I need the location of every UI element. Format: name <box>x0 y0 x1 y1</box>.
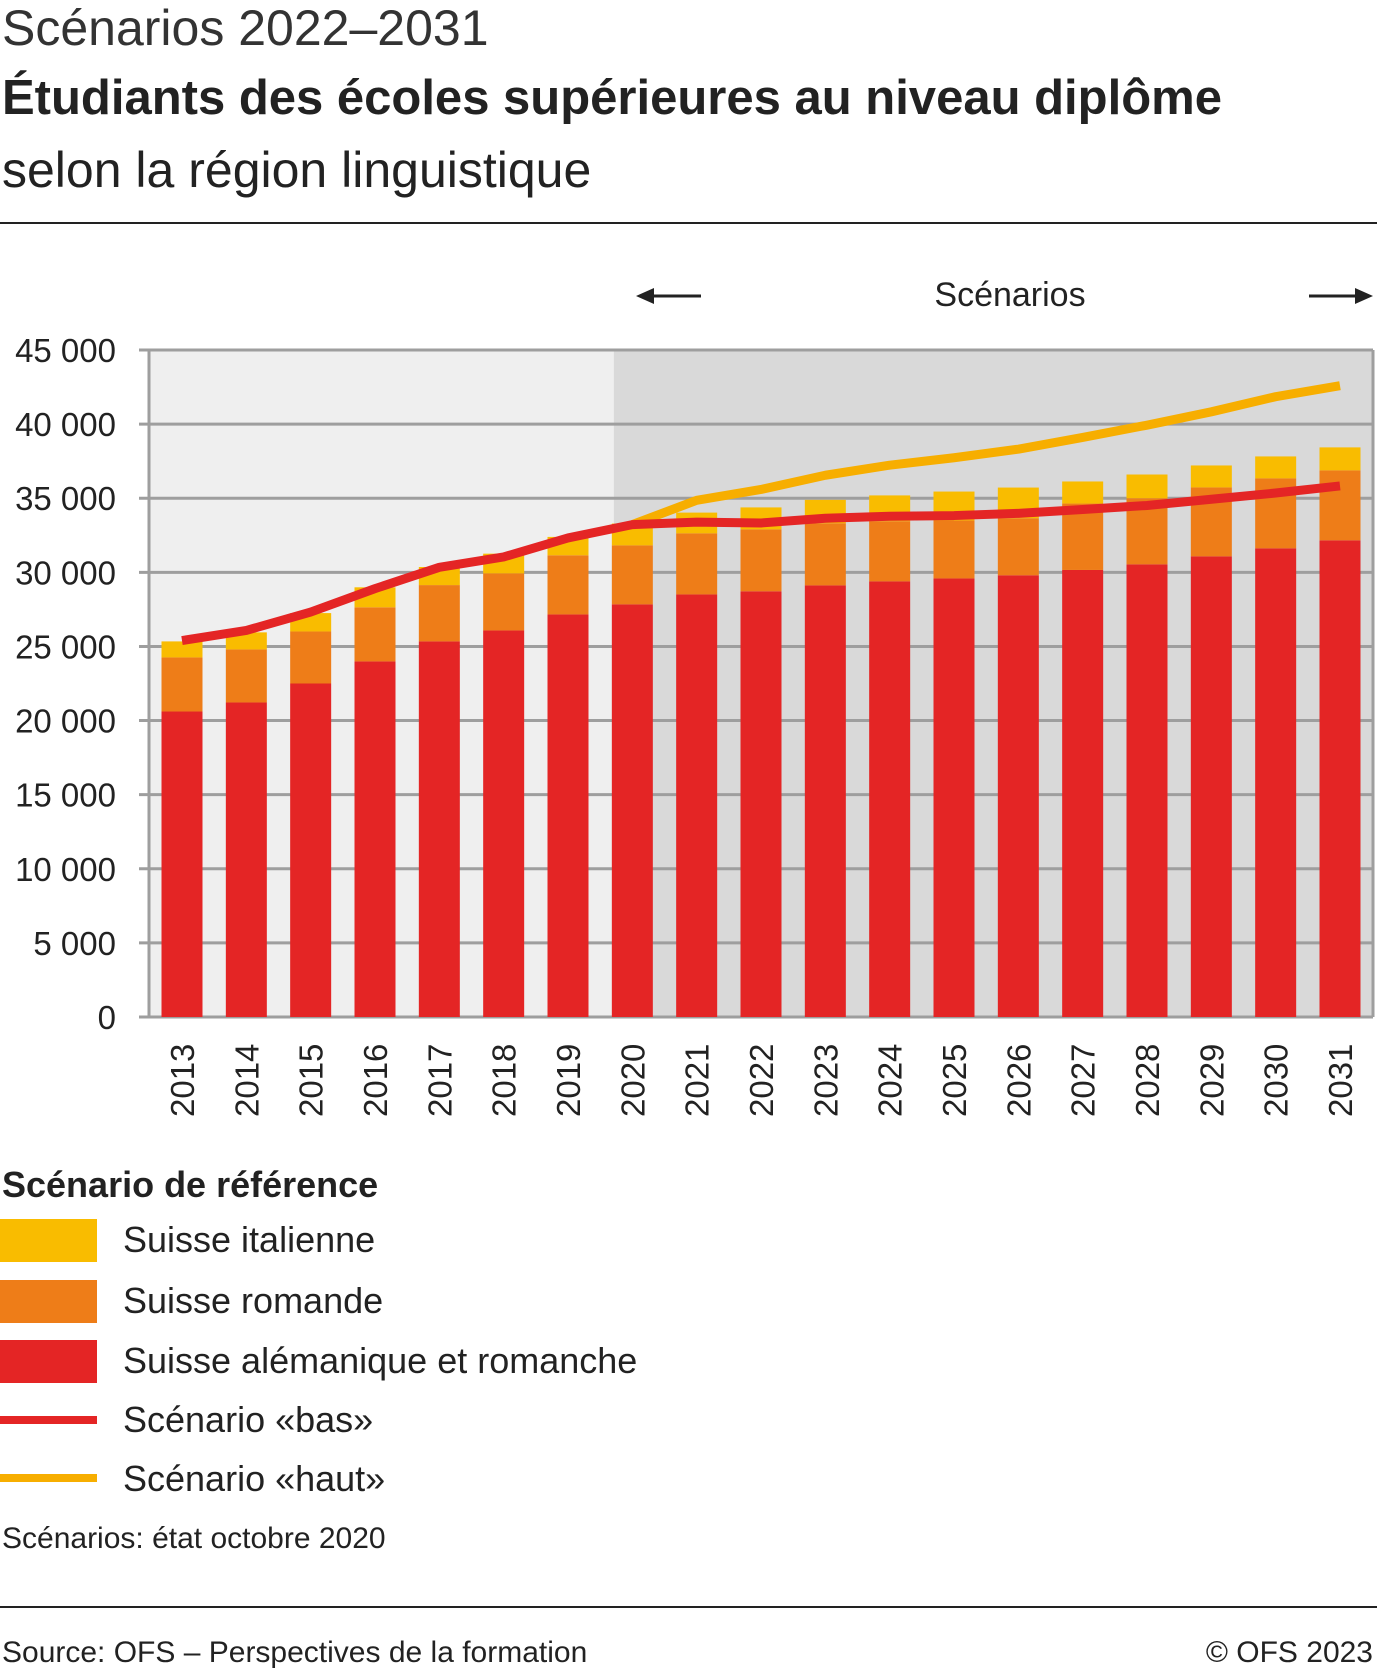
x-tick-label: 2017 <box>421 1044 458 1117</box>
bar-2015 <box>290 683 332 1017</box>
x-tick-label: 2030 <box>1258 1044 1295 1117</box>
legend-label: Scénario «bas» <box>123 1399 374 1440</box>
scenario-label: Scénarios <box>934 276 1085 314</box>
x-tick-label: 2022 <box>743 1044 780 1117</box>
y-tick-label: 30 000 <box>15 554 116 591</box>
bar-2020 <box>611 545 653 605</box>
legend-title: Scénario de référence <box>2 1164 379 1205</box>
bar-2014 <box>225 702 267 1017</box>
x-tick-label: 2020 <box>614 1044 651 1117</box>
legend-label: Suisse romande <box>123 1280 384 1321</box>
x-tick-label: 2018 <box>486 1044 523 1117</box>
legend-swatch-italienne <box>0 1219 97 1262</box>
bar-2025 <box>933 520 975 579</box>
bar-2016 <box>354 607 396 662</box>
x-tick-label: 2023 <box>807 1044 844 1117</box>
bar-2018 <box>483 573 525 631</box>
y-tick-label: 10 000 <box>15 851 116 888</box>
legend-label: Suisse italienne <box>123 1219 376 1260</box>
bar-2028 <box>1126 564 1168 1017</box>
x-tick-label: 2016 <box>357 1044 394 1117</box>
bar-2024 <box>869 581 911 1017</box>
scenario-note: Scénarios: état octobre 2020 <box>2 1522 386 1555</box>
x-tick-label: 2021 <box>679 1044 716 1117</box>
bar-2019 <box>547 614 589 1017</box>
chart-kicker: Scénarios 2022–2031 <box>2 0 489 56</box>
x-tick-label: 2013 <box>164 1044 201 1117</box>
line-Scénario «haut» <box>630 381 1341 529</box>
source-text: Source: OFS – Perspectives de la formati… <box>2 1636 588 1669</box>
y-tick-label: 25 000 <box>15 628 116 665</box>
bar-2015 <box>290 631 332 684</box>
bar-2019 <box>547 555 589 615</box>
arrow-left-icon <box>636 288 654 304</box>
bar-2030 <box>1255 548 1297 1017</box>
bar-2026 <box>997 518 1039 576</box>
bar-2031 <box>1319 470 1361 541</box>
bottom-divider <box>0 1606 1377 1608</box>
x-tick-label: 2024 <box>872 1044 909 1117</box>
bar-2026 <box>997 575 1039 1017</box>
scenario-background <box>613 350 1373 1017</box>
chart: 0 5 000 10 000 15 000 20 000 25 000 30 000 35 0… <box>15 276 1375 1117</box>
legend-label: Suisse alémanique et romanche <box>123 1340 638 1381</box>
y-tick-label: 45 000 <box>15 332 116 369</box>
arrow-right-icon <box>1355 288 1373 304</box>
chart-subtitle: selon la région linguistique <box>2 142 592 198</box>
bar-2024 <box>869 521 911 582</box>
x-tick-label: 2025 <box>936 1044 973 1117</box>
y-tick-label: 40 000 <box>15 406 116 443</box>
x-tick-label: 2031 <box>1322 1044 1359 1117</box>
bar-2014 <box>225 632 267 650</box>
x-tick-label: 2015 <box>293 1044 330 1117</box>
bar-2029 <box>1190 556 1232 1017</box>
copyright: © OFS 2023 <box>1205 1636 1373 1669</box>
bar-2013 <box>161 641 203 658</box>
bar-2022 <box>740 591 782 1017</box>
bar-2031 <box>1319 540 1361 1017</box>
legend-label: Scénario «haut» <box>123 1458 386 1499</box>
legend-swatch-alemanique <box>0 1340 97 1383</box>
bar-2029 <box>1190 465 1232 488</box>
chart-title: Étudiants des écoles supérieures au nive… <box>2 71 1222 125</box>
bar-2021 <box>676 594 718 1017</box>
x-tick-label: 2027 <box>1065 1044 1102 1117</box>
legend-swatch-romande <box>0 1280 97 1323</box>
bar-2013 <box>161 657 203 712</box>
bar-2017 <box>418 585 460 642</box>
bar-2021 <box>676 533 718 595</box>
x-tick-label: 2029 <box>1193 1044 1230 1117</box>
x-tick-label: 2014 <box>228 1044 265 1117</box>
bar-2027 <box>1062 481 1104 504</box>
bar-2025 <box>933 578 975 1017</box>
top-divider <box>0 222 1377 224</box>
bar-2031 <box>1319 447 1361 471</box>
y-tick-label: 35 000 <box>15 480 116 517</box>
bar-2013 <box>161 711 203 1017</box>
bar-2030 <box>1255 456 1297 479</box>
bar-2023 <box>804 585 846 1017</box>
bar-2016 <box>354 661 396 1017</box>
bar-2017 <box>418 641 460 1017</box>
bar-2020 <box>611 604 653 1017</box>
y-tick-label: 5 000 <box>33 925 116 962</box>
legend-line-haut <box>0 1474 97 1482</box>
bar-2022 <box>740 529 782 592</box>
legend-line-bas <box>0 1416 97 1424</box>
y-tick-label: 0 <box>98 999 116 1036</box>
x-tick-label: 2026 <box>1000 1044 1037 1117</box>
y-tick-label: 15 000 <box>15 777 116 814</box>
x-tick-label: 2028 <box>1129 1044 1166 1117</box>
bar-2027 <box>1062 569 1104 1017</box>
bar-2014 <box>225 649 267 703</box>
x-tick-label: 2019 <box>550 1044 587 1117</box>
bar-2023 <box>804 523 846 586</box>
bar-2018 <box>483 630 525 1017</box>
y-tick-label: 20 000 <box>15 703 116 740</box>
bar-2028 <box>1126 474 1168 499</box>
